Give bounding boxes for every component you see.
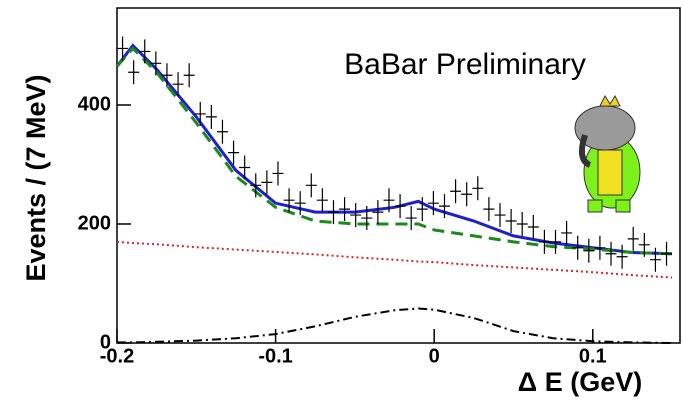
chart-title: BaBar Preliminary <box>344 48 586 81</box>
data-point <box>461 182 473 207</box>
data-point <box>438 194 450 219</box>
data-point <box>472 176 484 201</box>
data-point <box>572 235 584 260</box>
data-point <box>594 235 606 260</box>
data-point <box>583 238 595 263</box>
data-point <box>339 197 351 222</box>
data-point <box>561 220 573 245</box>
data-point <box>194 101 206 126</box>
data-point <box>450 179 462 204</box>
data-point <box>616 244 628 269</box>
mascot <box>574 94 641 213</box>
data-point <box>294 191 306 216</box>
data-point <box>638 232 650 257</box>
data-point <box>350 203 362 228</box>
data-point <box>605 241 617 266</box>
fit-curve <box>117 307 673 344</box>
data-point <box>305 173 317 198</box>
data-point <box>661 241 673 266</box>
x-tick-label: -0.2 <box>100 345 134 367</box>
data-point <box>117 36 129 61</box>
data-point <box>261 170 273 195</box>
data-point <box>550 229 562 254</box>
data-point <box>505 209 517 234</box>
data-point <box>627 226 639 251</box>
data-point <box>272 161 284 186</box>
y-tick-label: 400 <box>78 93 111 115</box>
data-point <box>316 188 328 213</box>
data-point <box>361 206 373 231</box>
data-point <box>327 200 339 225</box>
fit-curve <box>116 240 673 279</box>
data-point <box>228 140 240 165</box>
data-point <box>139 39 151 64</box>
data-point <box>649 247 661 272</box>
y-tick-label: 0 <box>100 331 111 353</box>
data-point <box>538 229 550 254</box>
data-point <box>250 173 262 198</box>
data-point <box>161 63 173 88</box>
data-point <box>183 63 195 88</box>
data-point <box>427 191 439 216</box>
data-point <box>216 119 228 144</box>
data-point <box>239 155 251 180</box>
x-tick-label: 0.1 <box>579 345 607 367</box>
plot-frame <box>116 7 681 344</box>
data-point <box>205 104 217 129</box>
data-point <box>283 188 295 213</box>
x-tick-label: -0.1 <box>258 345 292 367</box>
x-axis-label: Δ E (GeV) <box>518 367 642 397</box>
data-point <box>172 72 184 97</box>
data-point <box>128 60 140 85</box>
data-point <box>416 197 428 222</box>
x-tick-label: 0 <box>429 345 440 367</box>
data-point <box>516 211 528 236</box>
data-point <box>383 188 395 213</box>
data-point <box>372 200 384 225</box>
data-point <box>494 203 506 228</box>
data-point <box>527 214 539 239</box>
data-point <box>394 194 406 219</box>
y-tick-label: 200 <box>78 212 111 234</box>
data-point <box>483 197 495 222</box>
y-axis-label: Events / (7 MeV) <box>21 74 51 281</box>
data-point <box>150 51 162 76</box>
fit-curve <box>115 46 673 256</box>
data-point <box>405 206 417 231</box>
